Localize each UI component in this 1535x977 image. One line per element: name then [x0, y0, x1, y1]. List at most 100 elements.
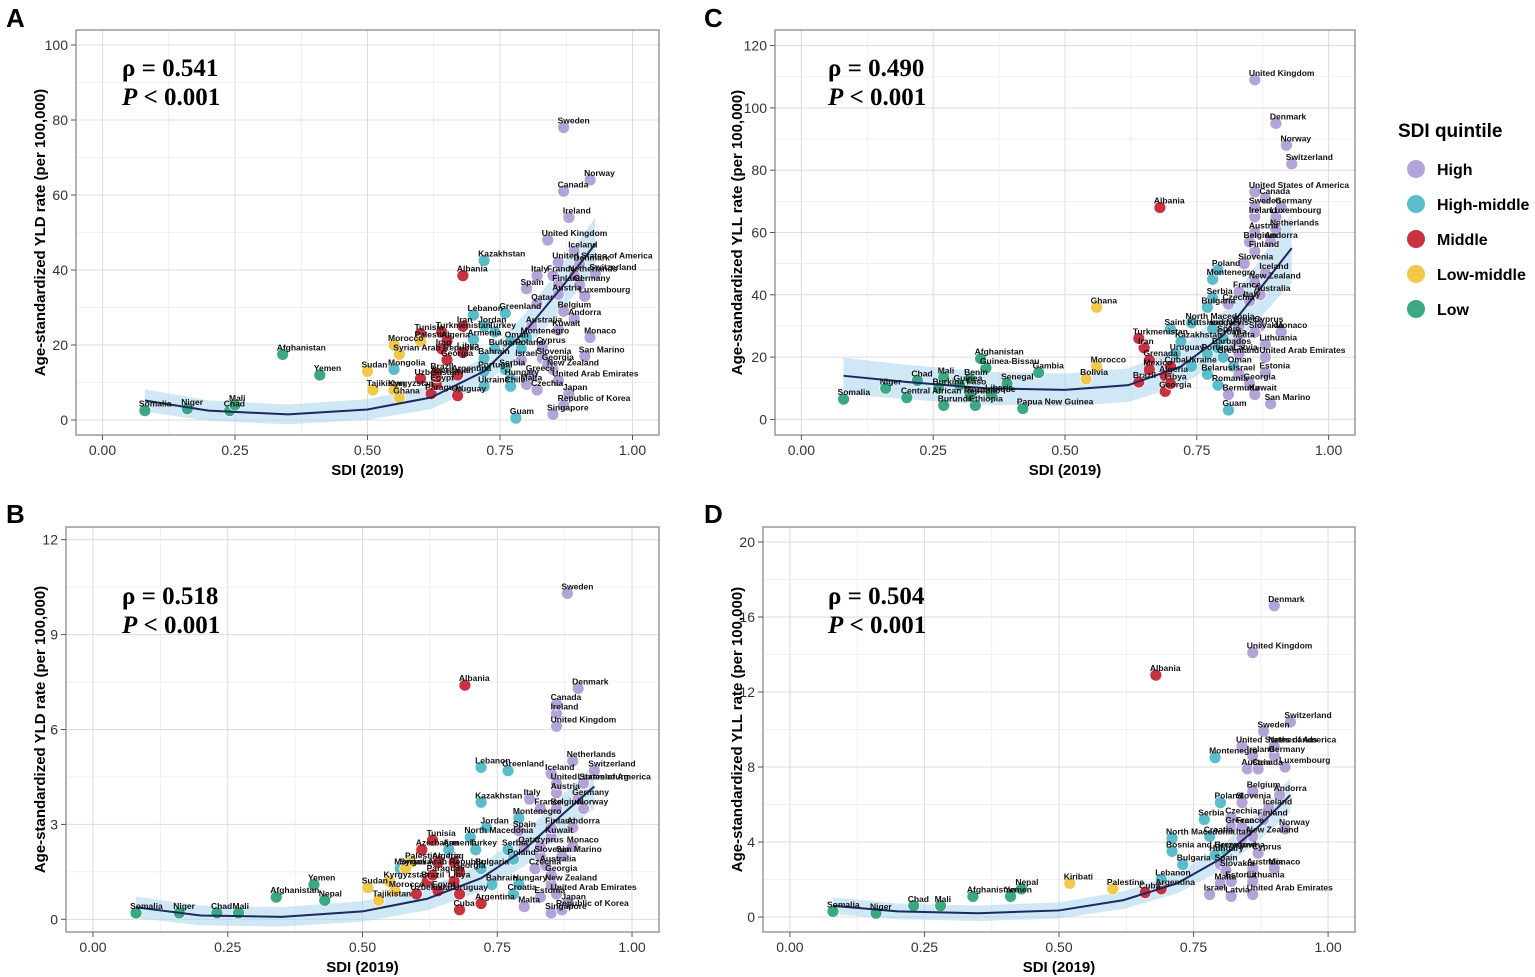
country-label: Slovakia: [1220, 858, 1255, 868]
data-point: [577, 776, 590, 790]
data-point: [566, 821, 580, 834]
y-tick-label: 120: [744, 38, 768, 54]
country-label: Germany: [1275, 196, 1312, 206]
country-label: Greenland: [1217, 345, 1259, 355]
panel-label: B: [6, 499, 25, 529]
country-label: Sweden: [1258, 719, 1290, 729]
data-point: [453, 903, 466, 917]
data-point: [1200, 300, 1214, 314]
country-label: Switzerland: [589, 262, 636, 272]
country-label: Georgia: [454, 860, 486, 870]
country-label: Norway: [584, 168, 615, 178]
country-label: Uruguay: [452, 384, 487, 394]
country-label: Greece: [526, 363, 555, 373]
data-point: [530, 269, 544, 283]
data-point: [1258, 366, 1272, 380]
country-label: Belgium: [558, 299, 592, 309]
legend-item-low-middle: Low-middle: [1407, 265, 1526, 284]
data-point: [573, 278, 586, 292]
data-point: [546, 407, 560, 421]
data-point: [129, 906, 143, 920]
legend-swatch-middle: [1407, 230, 1425, 248]
country-label: Estonia: [1259, 361, 1290, 371]
data-point: [577, 802, 590, 816]
legend-swatch-high-middle: [1407, 195, 1425, 213]
country-label: North Macedonia: [1186, 311, 1255, 321]
data-point: [1257, 724, 1270, 738]
country-label: New Zealand: [1249, 270, 1301, 280]
country-label: Qatar: [531, 292, 554, 302]
data-point: [1164, 377, 1177, 390]
country-label: Denmark: [1270, 111, 1307, 121]
data-point: [1222, 297, 1235, 311]
country-label: Poland: [507, 847, 535, 857]
stat-rho: ρ = 0.504: [828, 583, 925, 610]
country-label: Monaco: [584, 326, 616, 336]
data-point: [313, 368, 327, 382]
country-label: Chad: [211, 901, 232, 911]
country-label: Montenegro: [1207, 267, 1256, 277]
data-point: [560, 587, 574, 600]
country-label: Croatia: [1217, 326, 1247, 336]
data-point: [307, 878, 321, 891]
data-point: [1280, 138, 1293, 152]
x-tick-label: 1.00: [1315, 442, 1342, 458]
country-label: Guam: [510, 406, 535, 416]
country-label: Luxembourg: [1270, 205, 1321, 215]
country-label: Greece: [1225, 815, 1254, 825]
data-point: [557, 184, 570, 198]
data-point: [456, 319, 470, 333]
data-point: [1232, 335, 1246, 348]
y-tick-label: 12: [42, 532, 58, 548]
data-point: [567, 244, 581, 258]
country-label: Czechia: [529, 857, 561, 867]
data-point: [900, 391, 914, 405]
data-point: [1258, 191, 1272, 205]
data-point: [1232, 319, 1246, 333]
data-point: [583, 173, 597, 187]
country-label: Hungary: [513, 873, 548, 883]
stat-p: P < 0.001: [827, 612, 926, 639]
country-label: Argentina: [1155, 877, 1195, 887]
y-tick-label: 0: [747, 909, 755, 925]
data-point: [1132, 332, 1146, 345]
country-label: Tajikistan: [373, 888, 412, 898]
x-axis-title: SDI (2019): [326, 959, 399, 976]
data-point: [512, 878, 526, 891]
x-tick-label: 0.50: [354, 442, 381, 458]
data-point: [571, 681, 585, 695]
trend-line: [135, 785, 595, 918]
country-label: Bahrain: [478, 346, 510, 356]
country-label: Bulgaria: [1201, 295, 1235, 305]
country-label: Austria: [1241, 757, 1271, 767]
data-point: [1258, 350, 1272, 364]
country-label: Albania: [459, 673, 490, 683]
country-label: Chad: [911, 368, 932, 378]
data-point: [1197, 813, 1211, 826]
data-point: [509, 411, 523, 425]
country-label: Spain: [521, 277, 544, 287]
data-point: [1235, 796, 1249, 810]
country-label: Canada: [558, 179, 589, 189]
stat-p-value: < 0.001: [137, 84, 220, 111]
y-tick-label: 9: [50, 627, 58, 643]
country-label: Hungary: [505, 367, 540, 377]
x-tick-label: 0.75: [1183, 442, 1210, 458]
y-axis-title: Age-standardized YLD rate (per 100,000): [32, 586, 49, 873]
y-tick-label: 80: [751, 162, 767, 178]
country-label: United States of America: [552, 251, 653, 261]
data-point: [589, 267, 602, 281]
data-point: [551, 374, 565, 388]
country-label: Guam: [1222, 398, 1247, 408]
country-label: Bulgaria: [489, 337, 523, 347]
data-point: [966, 889, 980, 903]
data-point: [544, 868, 558, 882]
stat-rho: ρ = 0.490: [828, 55, 924, 82]
country-label: Ukraine: [1186, 354, 1217, 364]
country-label: Oman: [505, 329, 529, 339]
y-tick-label: 6: [50, 722, 58, 738]
country-label: Qatar: [518, 835, 541, 845]
data-point: [477, 379, 491, 393]
y-tick-label: 40: [52, 262, 68, 278]
